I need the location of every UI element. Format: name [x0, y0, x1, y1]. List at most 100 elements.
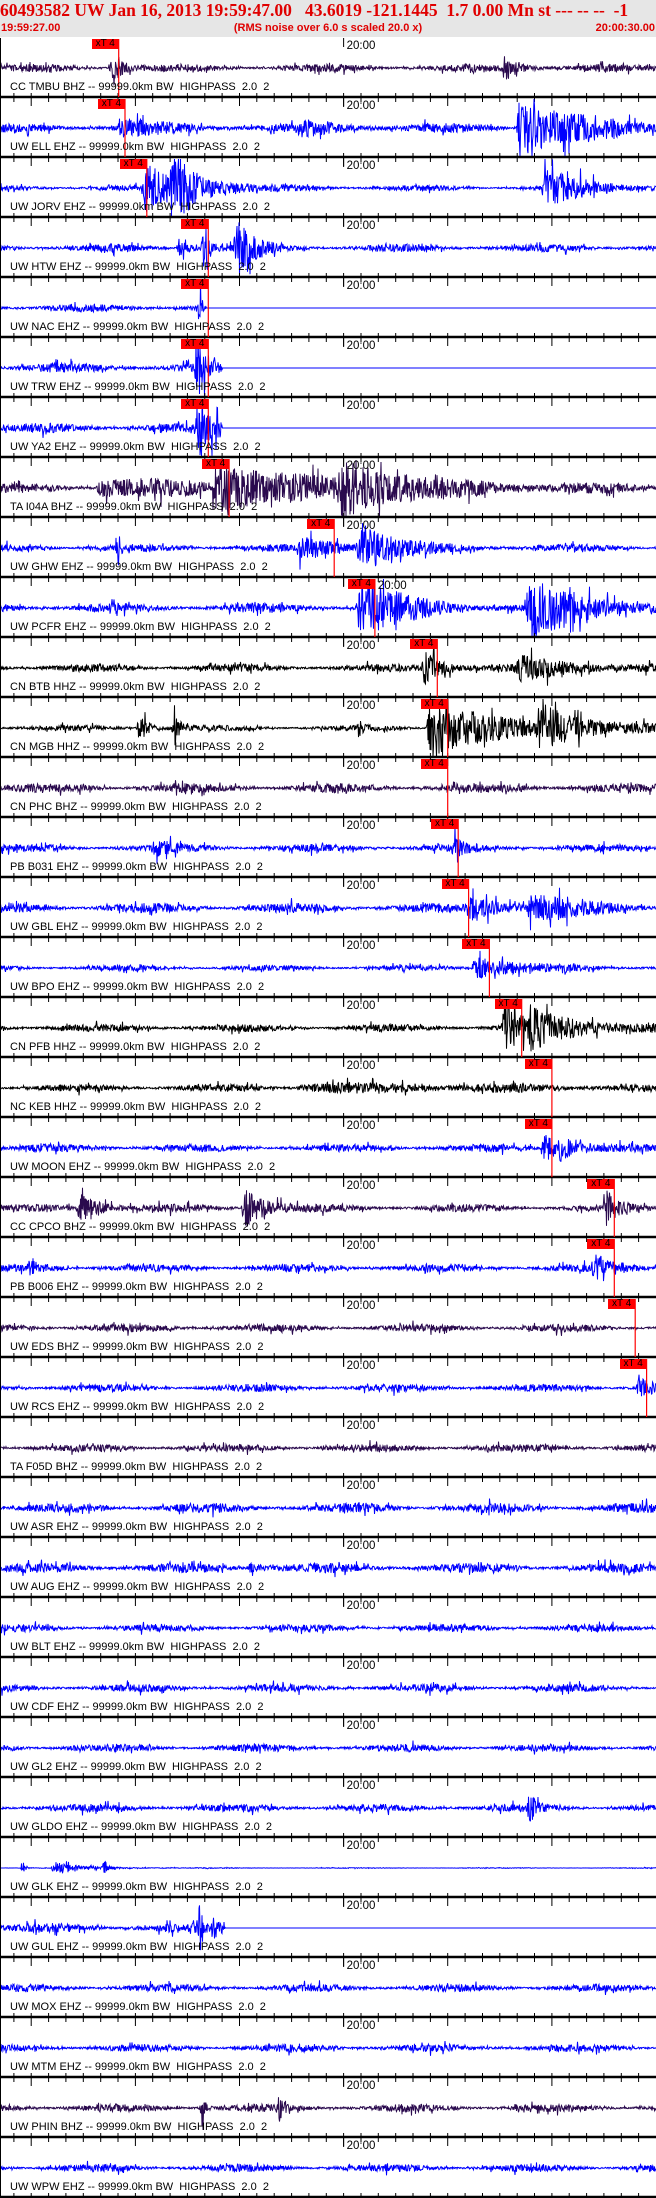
trace-panel: 20:00 UW GUL EHZ -- 99999.0km BW HIGHPASS…: [0, 1898, 656, 1966]
time-tick-label: 20:00: [346, 1300, 376, 1312]
pick-flag[interactable]: xT 4: [181, 279, 209, 289]
channel-label: UW CDF EHZ -- 99999.0km BW HIGHPASS 2.0 …: [10, 1701, 264, 1713]
trace-panel: 20:00 xT 4 UW GHW EHZ -- 99999.0km BW HIGH…: [0, 518, 656, 586]
pick-flag[interactable]: xT 4: [97, 99, 125, 109]
trace-panel: 20:00 xT 4 UW TRW EHZ -- 99999.0km BW HIGH…: [0, 338, 656, 406]
pick-flag[interactable]: xT 4: [181, 219, 209, 229]
time-tick-label: 20:00: [346, 1240, 376, 1252]
trace-panel: 20:00 UW AUG EHZ -- 99999.0km BW HIGHPASS…: [0, 1538, 656, 1606]
trace-plot: [0, 398, 656, 466]
pick-flag[interactable]: xT 4: [410, 639, 438, 649]
channel-label: NC KEB HHZ -- 99999.0km BW HIGHPASS 2.0 …: [10, 1101, 262, 1113]
channel-label: UW YA2 EHZ -- 99999.0km BW HIGHPASS 2.0 …: [10, 441, 261, 453]
waveform: [0, 1440, 656, 1455]
trace-plot: [0, 518, 656, 586]
trace-plot: [0, 1898, 656, 1966]
time-tick-label: 20:00: [346, 820, 376, 832]
pick-flag[interactable]: xT 4: [587, 1239, 615, 1249]
time-tick-label: 20:00: [346, 1600, 376, 1612]
waveform: [0, 523, 656, 570]
trace-panel: 20:00 xT 4 NC KEB HHZ -- 99999.0km BW HIGH…: [0, 1058, 656, 1126]
waveform: [0, 578, 656, 638]
waveform: [0, 1559, 656, 1578]
waveform: [0, 950, 656, 979]
trace-plot: [0, 1418, 656, 1486]
time-tick-label: 20:00: [346, 160, 376, 172]
trace-plot: [0, 1658, 656, 1726]
channel-label: UW GUL EHZ -- 99999.0km BW HIGHPASS 2.0 …: [10, 1941, 264, 1953]
waveform: [0, 56, 656, 86]
waveform: [0, 1187, 656, 1227]
trace-plot: [0, 1838, 656, 1906]
time-tick-label: 20:00: [346, 1900, 376, 1912]
time-tick-label: 20:00: [346, 1360, 376, 1372]
trace-panel: 20:00 UW GL2 EHZ -- 99999.0km BW HIGHPASS…: [0, 1718, 656, 1786]
pick-flag[interactable]: xT 4: [441, 879, 469, 889]
time-tick-label: 20:00: [346, 700, 376, 712]
trace-plot: [0, 2018, 656, 2086]
pick-flag[interactable]: xT 4: [420, 699, 448, 709]
trace-panel: 20:00 UW WPW EHZ -- 99999.0km BW HIGHPASS…: [0, 2138, 656, 2198]
trace-panel: 20:00 xT 4 CN PHC BHZ -- 99999.0km BW HIGH…: [0, 758, 656, 826]
trace-plot: [0, 1958, 656, 2026]
pick-flag[interactable]: xT 4: [202, 459, 230, 469]
channel-label: UW GL2 EHZ -- 99999.0km BW HIGHPASS 2.0 …: [10, 1761, 262, 1773]
pick-flag[interactable]: xT 4: [91, 39, 119, 49]
pick-flag[interactable]: xT 4: [587, 1179, 615, 1189]
trace-panel: 20:00 xT 4 UW EDS BHZ -- 99999.0km BW HIGH…: [0, 1298, 656, 1366]
pick-flag[interactable]: xT 4: [347, 579, 375, 589]
channel-label: UW BPO EHZ -- 99999.0km BW HIGHPASS 2.0 …: [10, 981, 265, 993]
pick-flag[interactable]: xT 4: [619, 1359, 647, 1369]
trace-panel: 20:00 xT 4 UW ELL EHZ -- 99999.0km BW HIGH…: [0, 98, 656, 166]
time-tick-label: 20:00: [346, 1180, 376, 1192]
pick-flag[interactable]: xT 4: [608, 1299, 636, 1309]
channel-label: PB B031 EHZ -- 99999.0km BW HIGHPASS 2.0…: [10, 861, 263, 873]
waveform: [0, 405, 656, 458]
channel-label: UW GLDO EHZ -- 99999.0km BW HIGHPASS 2.0…: [10, 1821, 273, 1833]
waveform: [0, 338, 656, 397]
channel-label: UW GHW EHZ -- 99999.0km BW HIGHPASS 2.0 …: [10, 561, 268, 573]
channel-label: TA I04A BHZ -- 99999.0km BW HIGHPASS 2.0…: [10, 501, 258, 513]
time-tick-label: 20:00: [346, 1660, 376, 1672]
time-tick-label: 20:00: [346, 1120, 376, 1132]
waveform: [0, 1077, 656, 1096]
channel-label: UW ASR EHZ -- 99999.0km BW HIGHPASS 2.0 …: [10, 1521, 263, 1533]
channel-label: CN PFB HHZ -- 99999.0km BW HIGHPASS 2.0 …: [10, 1041, 261, 1053]
time-tick-label: 20:00: [346, 2020, 376, 2032]
time-tick-label: 20:00: [346, 940, 376, 952]
pick-flag[interactable]: xT 4: [181, 339, 209, 349]
pick-flag[interactable]: xT 4: [307, 519, 335, 529]
trace-panel: 20:00 xT 4 UW GBL EHZ -- 99999.0km BW HIGH…: [0, 878, 656, 946]
channel-label: UW TRW EHZ -- 99999.0km BW HIGHPASS 2.0 …: [10, 381, 266, 393]
channel-label: UW MTM EHZ -- 99999.0km BW HIGHPASS 2.0 …: [10, 2061, 266, 2073]
trace-panel: 20:00 xT 4 UW RCS EHZ -- 99999.0km BW HIGH…: [0, 1358, 656, 1426]
trace-plot: [0, 338, 656, 406]
pick-flag[interactable]: xT 4: [524, 1119, 552, 1129]
pick-flag[interactable]: xT 4: [181, 399, 209, 409]
waveform: [0, 646, 656, 686]
trace-plot: [0, 98, 656, 166]
time-tick-label: 20:00: [346, 1540, 376, 1552]
pick-flag[interactable]: xT 4: [431, 819, 459, 829]
channel-label: UW EDS BHZ -- 99999.0km BW HIGHPASS 2.0 …: [10, 1341, 264, 1353]
channel-label: UW JORV EHZ -- 99999.0km BW HIGHPASS 2.0…: [10, 201, 270, 213]
pick-flag[interactable]: xT 4: [462, 939, 490, 949]
channel-label: UW GBL EHZ -- 99999.0km BW HIGHPASS 2.0 …: [10, 921, 263, 933]
time-tick-label: 20:00: [377, 580, 407, 592]
pick-flag[interactable]: xT 4: [420, 759, 448, 769]
waveform: [0, 2160, 656, 2176]
trace-plot: [0, 818, 656, 886]
trace-panel: 20:00 TA F05D BHZ -- 99999.0km BW HIGHPAS…: [0, 1418, 656, 1486]
trace-panel: 20:00 xT 4 CN PFB HHZ -- 99999.0km BW HIGH…: [0, 998, 656, 1066]
channel-label: CC CPCO BHZ -- 99999.0km BW HIGHPASS 2.0…: [10, 1221, 271, 1233]
trace-plot: [0, 2078, 656, 2146]
trace-plot: [0, 38, 656, 106]
trace-plot: [0, 878, 656, 946]
channel-label: CN MGB HHZ -- 99999.0km BW HIGHPASS 2.0 …: [10, 741, 265, 753]
pick-flag[interactable]: xT 4: [524, 1059, 552, 1069]
pick-flag[interactable]: xT 4: [494, 999, 522, 1009]
end-time: 20:00:30.00: [595, 22, 655, 34]
trace-panel: 20:00 UW PHIN BHZ -- 99999.0km BW HIGHPAS…: [0, 2078, 656, 2146]
pick-flag[interactable]: xT 4: [119, 159, 147, 169]
channel-label: CN BTB HHZ -- 99999.0km BW HIGHPASS 2.0 …: [10, 681, 261, 693]
